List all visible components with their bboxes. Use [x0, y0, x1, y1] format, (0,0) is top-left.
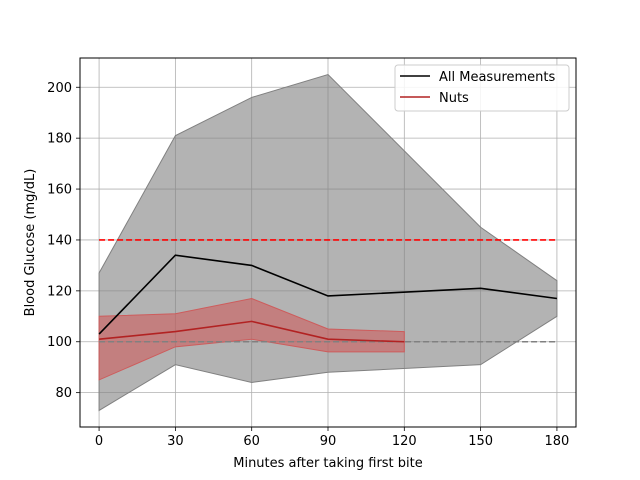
x-tick-label: 60	[243, 434, 260, 449]
y-tick-label: 80	[55, 386, 72, 401]
series-lines	[98, 254, 558, 343]
legend: All Measurements Nuts	[394, 64, 570, 112]
legend-label-all-measurements: All Measurements	[439, 70, 555, 85]
series-line-nuts	[98, 320, 405, 343]
y-tick-label: 180	[47, 132, 72, 147]
x-tick-label: 90	[320, 434, 337, 449]
x-tick-label: 30	[167, 434, 184, 449]
x-tick-label: 0	[95, 434, 103, 449]
y-tick-label: 120	[47, 284, 72, 299]
legend-label-nuts: Nuts	[439, 91, 469, 106]
x-tick-label: 180	[545, 434, 570, 449]
x-axis-label: Minutes after taking first bite	[233, 456, 423, 471]
y-tick-label: 100	[47, 335, 72, 350]
x-tick-label: 120	[392, 434, 417, 449]
y-axis-ticks: 80 100 120 140 160 180 200	[47, 81, 80, 401]
y-tick-label: 140	[47, 233, 72, 248]
legend-box	[394, 64, 570, 112]
y-tick-label: 200	[47, 81, 72, 96]
series-line-all-measurements	[98, 254, 558, 335]
y-axis-label: Blood Glucose (mg/dL)	[23, 169, 38, 317]
x-axis-ticks: 0 30 60 90 120 150 180	[95, 427, 569, 449]
band-nuts	[98, 297, 405, 381]
x-tick-label: 150	[468, 434, 493, 449]
reference-lines	[99, 239, 557, 343]
y-tick-label: 160	[47, 183, 72, 198]
